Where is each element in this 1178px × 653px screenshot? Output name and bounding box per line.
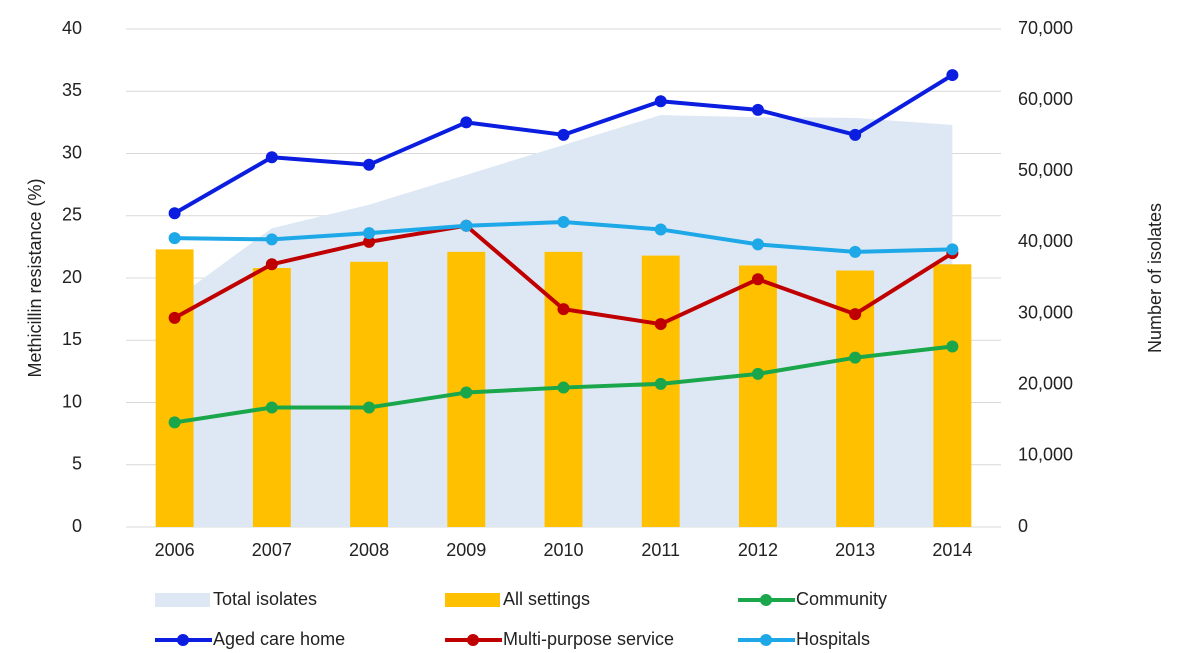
marker <box>363 235 376 248</box>
legend-swatch <box>177 634 189 646</box>
marker <box>168 311 181 324</box>
marker <box>557 215 570 228</box>
marker <box>751 103 764 116</box>
marker <box>265 401 278 414</box>
y2-tick-label: 60,000 <box>1018 89 1073 109</box>
bar <box>155 249 194 528</box>
marker <box>460 116 473 129</box>
marker <box>946 69 959 82</box>
y2-tick-label: 10,000 <box>1018 445 1073 465</box>
marker <box>265 233 278 246</box>
y2-tick-label: 50,000 <box>1018 160 1073 180</box>
legend-label: Aged care home <box>213 629 345 649</box>
legend-swatch <box>445 593 500 607</box>
legend-swatch <box>467 634 479 646</box>
marker <box>654 95 667 108</box>
marker <box>946 243 959 256</box>
y2-tick-label: 20,000 <box>1018 373 1073 393</box>
x-tick-label: 2013 <box>835 540 875 560</box>
legend-swatch <box>760 594 772 606</box>
marker <box>849 245 862 258</box>
legend-label: Total isolates <box>213 589 317 609</box>
marker <box>363 227 376 240</box>
marker <box>363 158 376 171</box>
y2-tick-label: 0 <box>1018 516 1028 536</box>
y-tick-label: 25 <box>62 205 82 225</box>
x-tick-label: 2014 <box>932 540 972 560</box>
legend-label: Multi-purpose service <box>503 629 674 649</box>
y-tick-label: 0 <box>72 516 82 536</box>
legend-label: Community <box>796 589 887 609</box>
bar <box>252 268 291 527</box>
bar <box>738 265 777 527</box>
legend-swatch <box>760 634 772 646</box>
x-tick-label: 2012 <box>738 540 778 560</box>
y-axis-title: Methicillin resistance (%) <box>25 178 45 377</box>
bar <box>641 255 680 527</box>
x-tick-label: 2007 <box>252 540 292 560</box>
x-tick-label: 2006 <box>155 540 195 560</box>
marker <box>363 401 376 414</box>
y-tick-label: 15 <box>62 329 82 349</box>
y-tick-label: 20 <box>62 267 82 287</box>
marker <box>751 273 764 286</box>
x-tick-label: 2009 <box>446 540 486 560</box>
marker <box>849 308 862 321</box>
x-tick-label: 2011 <box>641 540 680 560</box>
bar <box>933 264 972 527</box>
y-tick-label: 40 <box>62 18 82 38</box>
y-tick-label: 10 <box>62 391 82 411</box>
marker <box>751 238 764 251</box>
y-tick-label: 5 <box>72 454 82 474</box>
x-tick-label: 2010 <box>543 540 583 560</box>
marker <box>460 386 473 399</box>
marker <box>946 340 959 353</box>
marker <box>849 128 862 141</box>
marker <box>168 416 181 429</box>
y2-tick-label: 40,000 <box>1018 231 1073 251</box>
marker <box>654 318 667 331</box>
marker <box>460 219 473 232</box>
y2-axis-title: Number of isolates <box>1145 203 1165 353</box>
legend-swatch <box>155 593 210 607</box>
marker <box>557 303 570 316</box>
marker <box>654 223 667 236</box>
marker <box>557 128 570 141</box>
marker <box>168 232 181 245</box>
legend-label: Hospitals <box>796 629 870 649</box>
y2-tick-label: 30,000 <box>1018 302 1073 322</box>
marker <box>654 377 667 390</box>
marker <box>168 207 181 220</box>
marker <box>265 151 278 164</box>
x-tick-label: 2008 <box>349 540 389 560</box>
legend-label: All settings <box>503 589 590 609</box>
bar <box>350 261 389 527</box>
marker <box>557 381 570 394</box>
marker <box>849 351 862 364</box>
y2-tick-label: 70,000 <box>1018 18 1073 38</box>
y-tick-label: 30 <box>62 142 82 162</box>
y-tick-label: 35 <box>62 80 82 100</box>
marker <box>751 367 764 380</box>
marker <box>265 258 278 271</box>
